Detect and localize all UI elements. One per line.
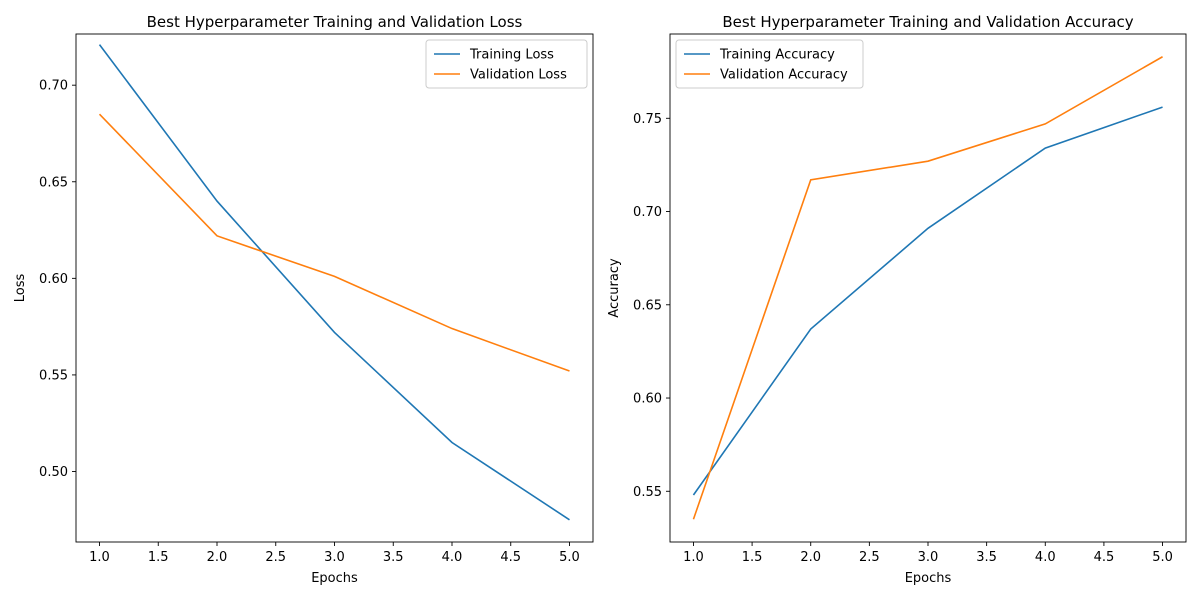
y-tick-label: 0.65 <box>633 298 662 313</box>
y-tick-label: 0.65 <box>39 175 68 190</box>
y-tick-label: 0.70 <box>633 205 662 220</box>
y-tick-label: 0.60 <box>633 392 662 407</box>
x-tick-label: 4.0 <box>442 550 463 565</box>
legend-box <box>675 39 864 89</box>
x-tick-label: 4.5 <box>500 550 521 565</box>
x-tick-label: 4.5 <box>1094 550 1115 565</box>
plot-frame <box>75 33 594 543</box>
legend: Training Loss Validation Loss <box>425 39 588 89</box>
legend: Training Accuracy Validation Accuracy <box>675 39 864 89</box>
x-tick-label: 2.0 <box>207 550 228 565</box>
x-tick-label: 3.5 <box>976 550 997 565</box>
legend-box <box>425 39 588 89</box>
x-tick-label: 5.0 <box>559 550 580 565</box>
x-tick-label: 2.0 <box>800 550 821 565</box>
y-tick-label: 0.60 <box>39 272 68 287</box>
chart-title: Best Hyperparameter Training and Validat… <box>147 13 523 31</box>
y-tick-label: 0.55 <box>39 368 68 383</box>
plot-frame <box>669 33 1187 543</box>
y-tick-label: 0.50 <box>39 465 68 480</box>
x-axis-label: Epochs <box>905 571 952 586</box>
series-line-2 <box>692 56 1163 520</box>
x-tick-label: 5.0 <box>1152 550 1173 565</box>
x-tick-label: 1.5 <box>148 550 169 565</box>
x-tick-label: 3.0 <box>918 550 939 565</box>
x-tick-label: 1.0 <box>683 550 704 565</box>
series-line-1 <box>98 44 570 521</box>
y-tick-label: 0.75 <box>633 112 662 127</box>
legend-label: Training Accuracy <box>719 48 835 63</box>
x-tick-label: 2.5 <box>265 550 286 565</box>
x-axis-label: Epochs <box>311 571 358 586</box>
x-tick-label: 1.5 <box>742 550 763 565</box>
chart-panel-1: 1.0 1.5 2.0 2.5 3.0 3.5 4.0 4.5 5.0 0.50 0.55 0.60 0… <box>13 13 594 586</box>
x-tick-label: 1.0 <box>89 550 110 565</box>
chart-title: Best Hyperparameter Training and Validat… <box>722 13 1133 31</box>
x-tick-label: 3.0 <box>324 550 345 565</box>
series-line-1 <box>692 106 1163 496</box>
chart-panel-2: 1.0 1.5 2.0 2.5 3.0 3.5 4.0 4.5 5.0 0.55 0.60 0.65 0… <box>607 13 1187 586</box>
y-tick-label: 0.70 <box>39 79 68 94</box>
x-tick-label: 2.5 <box>859 550 880 565</box>
legend-label: Training Loss <box>469 48 554 63</box>
legend-label: Validation Loss <box>470 68 567 83</box>
y-axis-label: Accuracy <box>607 258 622 318</box>
y-axis-label: Loss <box>13 274 28 303</box>
y-tick-label: 0.55 <box>633 485 662 500</box>
legend-label: Validation Accuracy <box>720 68 848 83</box>
x-tick-label: 3.5 <box>383 550 404 565</box>
series-line-2 <box>98 113 570 372</box>
x-tick-label: 4.0 <box>1035 550 1056 565</box>
